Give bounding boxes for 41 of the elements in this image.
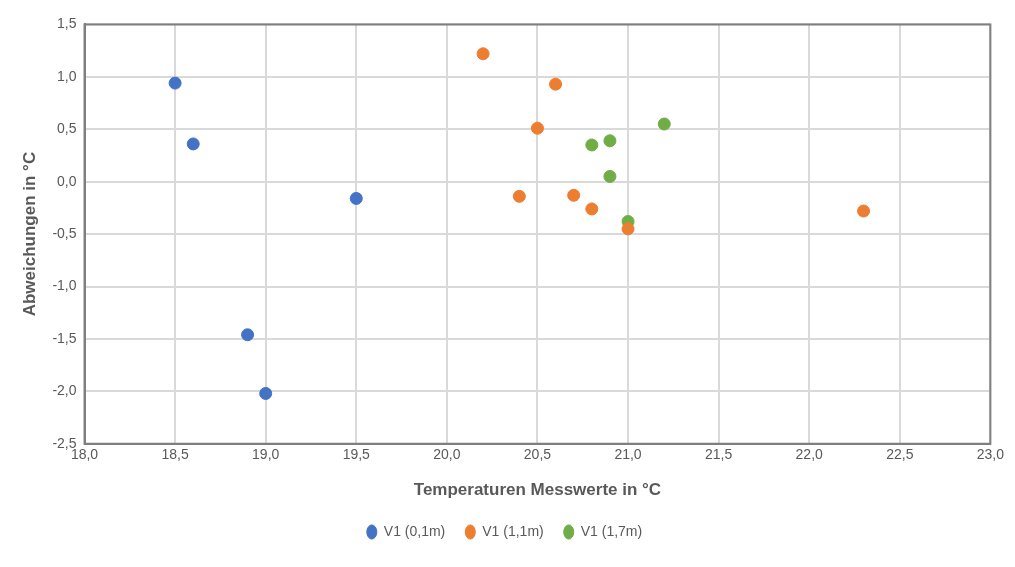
x-tick-label: 21,5: [705, 446, 733, 463]
point: [476, 47, 490, 61]
point: [186, 137, 200, 151]
x-axis-title: Temperaturen Messwerte in °C: [413, 480, 662, 500]
x-tick-label: 20,0: [433, 446, 461, 463]
point: [549, 77, 563, 91]
y-tick-label: 0,5: [57, 120, 77, 137]
point: [168, 76, 182, 90]
y-tick-label: -1,0: [52, 277, 77, 294]
point: [585, 138, 599, 152]
x-tick-label: 23,0: [976, 446, 1005, 463]
y-tick-label: -0,5: [52, 224, 77, 241]
x-tick-label: 22,0: [795, 446, 824, 463]
point: [530, 121, 544, 135]
point: [857, 204, 871, 218]
x-tick-label: 19,0: [252, 446, 280, 463]
point: [603, 169, 617, 183]
point: [241, 328, 255, 342]
x-tick-label: 19,5: [342, 446, 371, 463]
point: [567, 188, 581, 202]
x-tick-label: 22,5: [886, 446, 914, 463]
y-axis-title: Abweichungen in °C: [19, 151, 39, 317]
legend-label: V1 (1,7m): [580, 522, 643, 539]
point: [657, 117, 671, 131]
y-tick-label: -2,5: [52, 434, 77, 451]
point: [349, 191, 363, 205]
point: [603, 134, 617, 148]
x-tick-label: 20,5: [523, 446, 552, 463]
point: [621, 222, 635, 236]
point: [512, 189, 526, 203]
x-tick-label: 21,0: [614, 446, 642, 463]
y-tick-label: 1,5: [57, 15, 77, 32]
y-tick-label: 1,0: [57, 67, 77, 84]
y-tick-label: -1,5: [52, 329, 77, 346]
point: [259, 386, 273, 400]
y-tick-label: -2,0: [52, 382, 77, 399]
point: [585, 202, 599, 216]
legend-label: V1 (0,1m): [383, 522, 446, 539]
legend-label: V1 (1,1m): [482, 522, 544, 539]
x-tick-label: 18,5: [161, 446, 189, 463]
y-tick-label: 0,0: [57, 172, 77, 189]
